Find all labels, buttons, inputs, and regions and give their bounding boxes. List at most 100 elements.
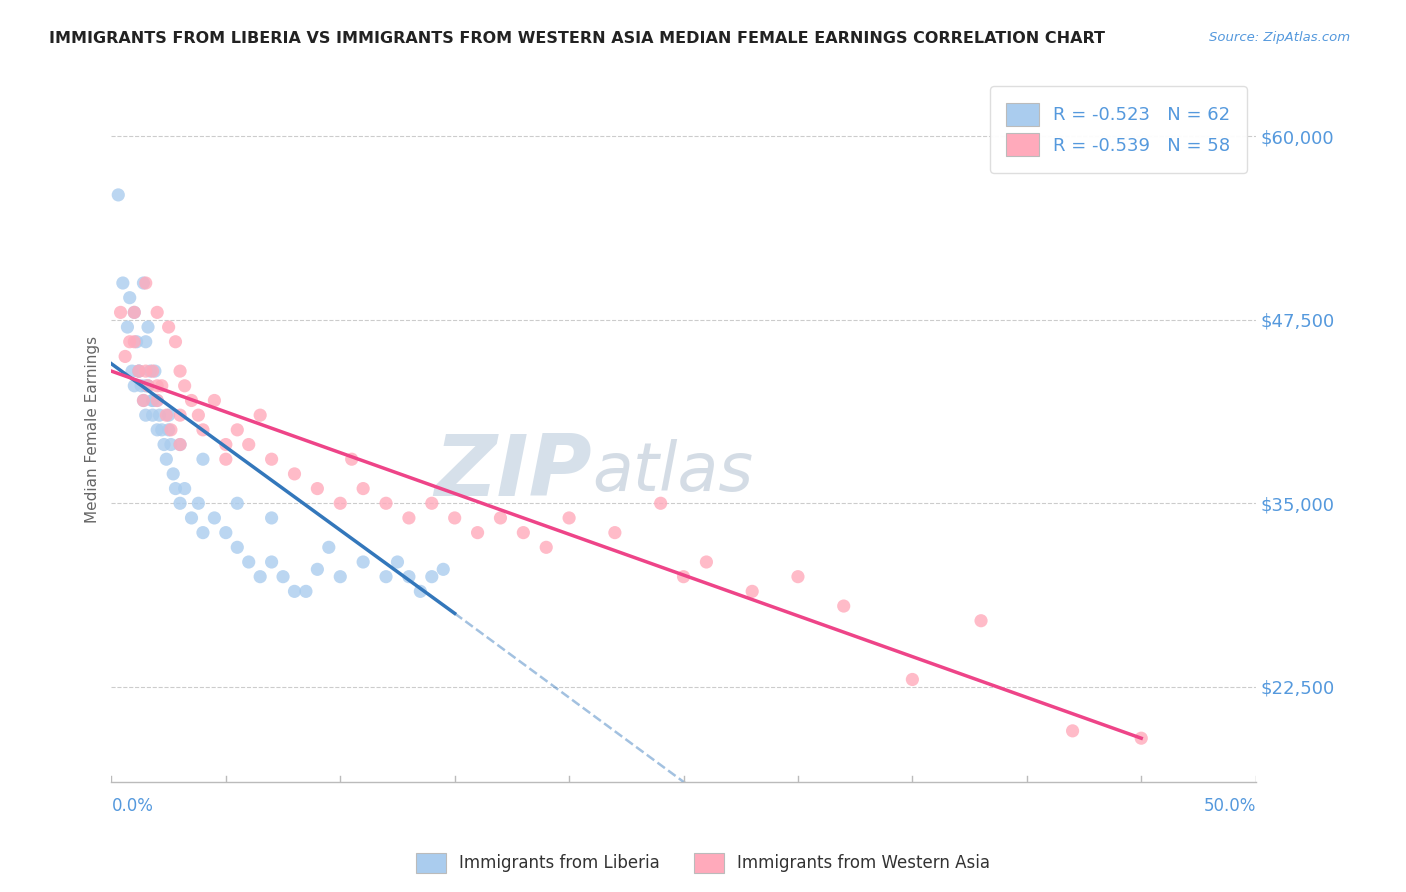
Point [165,334,187,349]
Point [142,408,165,422]
Point [157,408,180,422]
Point [128,364,150,378]
Point [157,423,180,437]
Point [162,467,184,481]
Point [650,496,672,510]
Point [169,408,191,422]
Point [150,379,173,393]
Point [489,511,512,525]
Point [409,584,432,599]
Point [352,555,374,569]
Point [160,423,183,437]
Point [970,614,993,628]
Point [226,496,249,510]
Point [187,496,209,510]
Point [169,437,191,451]
Point [741,584,763,599]
Point [124,305,146,319]
Point [160,437,183,451]
Point [534,541,557,555]
Point [387,555,409,569]
Point [191,525,214,540]
Point [901,673,924,687]
Point [340,452,363,467]
Point [128,364,150,378]
Point [139,364,162,378]
Point [432,562,454,576]
Point [180,511,202,525]
Point [283,584,305,599]
Point [191,423,214,437]
Point [135,334,157,349]
Point [136,320,159,334]
Point [187,408,209,422]
Point [603,525,626,540]
Point [107,188,129,202]
Point [132,393,155,408]
Text: ZIP: ZIP [434,431,592,514]
Point [132,276,155,290]
Point [150,423,173,437]
Point [420,496,443,510]
Point [114,350,136,364]
Point [467,525,489,540]
Point [128,364,150,378]
Point [202,393,225,408]
Point [118,291,141,305]
Point [173,482,195,496]
Point [165,482,187,496]
Point [226,541,249,555]
Point [143,364,166,378]
Point [117,320,139,334]
Point [215,437,238,451]
Point [375,496,398,510]
Point [226,423,249,437]
Point [169,437,191,451]
Point [420,570,443,584]
Point [295,584,318,599]
Point [146,423,169,437]
Point [124,334,146,349]
Point [307,482,329,496]
Point [191,452,214,467]
Point [238,437,260,451]
Text: atlas: atlas [592,439,754,505]
Point [398,511,420,525]
Point [787,570,810,584]
Point [124,305,146,319]
Point [135,276,157,290]
Point [238,555,260,569]
Point [136,379,159,393]
Point [125,334,148,349]
Point [124,379,146,393]
Point [1062,723,1084,738]
Point [318,541,340,555]
Point [110,305,132,319]
Point [283,467,305,481]
Point [352,482,374,496]
Point [129,379,152,393]
Legend: R = -0.523   N = 62, R = -0.539   N = 58: R = -0.523 N = 62, R = -0.539 N = 58 [990,87,1247,172]
Point [135,379,157,393]
Point [155,408,177,422]
Legend: Immigrants from Liberia, Immigrants from Western Asia: Immigrants from Liberia, Immigrants from… [409,847,997,880]
Point [215,452,238,467]
Point [142,393,165,408]
Point [173,379,195,393]
Y-axis label: Median Female Earnings: Median Female Earnings [86,336,100,524]
Point [146,393,169,408]
Point [307,562,329,576]
Point [329,496,352,510]
Point [398,570,420,584]
Point [153,437,176,451]
Point [155,452,177,467]
Point [215,525,238,540]
Point [329,570,352,584]
Point [169,496,191,510]
Point [121,364,143,378]
Point [375,570,398,584]
Text: 50.0%: 50.0% [1204,797,1256,815]
Point [249,408,271,422]
Point [135,364,157,378]
Point [132,393,155,408]
